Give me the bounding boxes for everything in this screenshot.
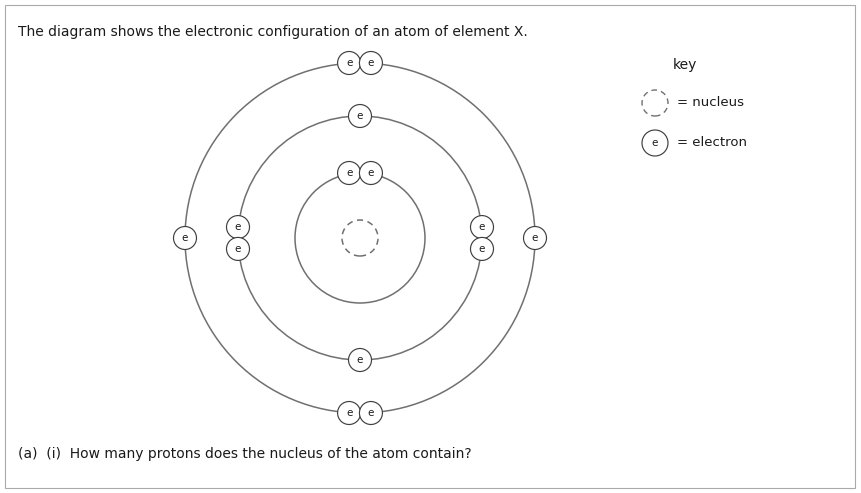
Text: e: e: [346, 408, 352, 418]
Circle shape: [470, 215, 493, 239]
Circle shape: [174, 226, 196, 249]
Circle shape: [642, 130, 668, 156]
Text: = electron: = electron: [677, 137, 747, 149]
Circle shape: [523, 226, 547, 249]
Text: e: e: [368, 58, 375, 68]
Circle shape: [349, 349, 371, 372]
Circle shape: [359, 51, 382, 74]
Text: e: e: [479, 244, 486, 254]
Text: e: e: [532, 233, 538, 243]
Text: The diagram shows the electronic configuration of an atom of element X.: The diagram shows the electronic configu…: [18, 25, 528, 39]
Text: e: e: [346, 168, 352, 178]
Text: e: e: [346, 58, 352, 68]
Circle shape: [338, 162, 361, 184]
Text: e: e: [356, 111, 363, 121]
Text: (a)  (i)  How many protons does the nucleus of the atom contain?: (a) (i) How many protons does the nucleu…: [18, 447, 472, 461]
Text: e: e: [356, 355, 363, 365]
Text: e: e: [479, 222, 486, 232]
Circle shape: [338, 401, 361, 424]
Text: e: e: [368, 408, 375, 418]
Circle shape: [359, 401, 382, 424]
Text: e: e: [652, 138, 658, 148]
Text: e: e: [182, 233, 189, 243]
Text: e: e: [235, 244, 241, 254]
Text: e: e: [368, 168, 375, 178]
Text: e: e: [235, 222, 241, 232]
Circle shape: [359, 162, 382, 184]
Circle shape: [226, 215, 250, 239]
Text: key: key: [673, 58, 697, 72]
Circle shape: [338, 51, 361, 74]
Circle shape: [349, 105, 371, 128]
Text: = nucleus: = nucleus: [677, 97, 744, 109]
Circle shape: [226, 238, 250, 260]
Circle shape: [470, 238, 493, 260]
